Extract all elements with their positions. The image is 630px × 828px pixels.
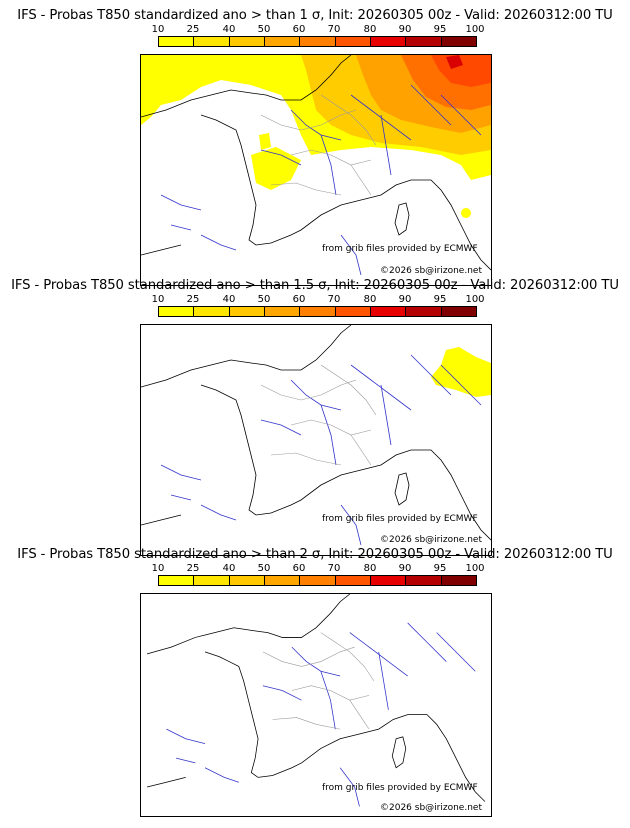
map-panel-1-5-sigma: IFS - Probas T850 standardized ano > tha… [0, 278, 630, 556]
panel-title: IFS - Probas T850 standardized ano > tha… [17, 8, 613, 23]
colorbar-swatch [194, 307, 230, 316]
probability-area-yellow-3 [259, 133, 271, 150]
admin-borders [260, 94, 377, 196]
colorbar-tick-labels: 10 25 40 50 60 70 80 90 95 100 [150, 24, 490, 36]
tick-label: 100 [465, 294, 485, 305]
colorbar-swatch [300, 307, 336, 316]
tick-label: 80 [363, 563, 377, 574]
colorbar-swatch [441, 37, 476, 46]
tick-label: 100 [465, 24, 485, 35]
tick-label: 80 [363, 24, 377, 35]
data-credit: from grib files provided by ECMWF [322, 783, 478, 793]
tick-label: 25 [186, 294, 200, 305]
tick-label: 60 [292, 294, 306, 305]
tick-label: 10 [151, 294, 165, 305]
admin-borders [260, 364, 377, 466]
panel-title: IFS - Probas T850 standardized ano > tha… [17, 547, 613, 562]
france-probability-map [140, 593, 492, 817]
tick-label: 50 [257, 24, 271, 35]
colorbar-tick-labels: 10 25 40 50 60 70 80 90 95 100 [150, 294, 490, 306]
colorbar-swatch [300, 37, 336, 46]
panel-title: IFS - Probas T850 standardized ano > tha… [11, 278, 619, 293]
probability-colorbar [158, 36, 477, 47]
coastline [141, 325, 491, 541]
tick-label: 60 [292, 563, 306, 574]
colorbar-swatch [159, 37, 195, 46]
france-probability-map [140, 54, 492, 286]
tick-label: 95 [433, 24, 447, 35]
colorbar-swatch [229, 576, 265, 585]
corsica-outline [394, 202, 410, 236]
tick-label: 10 [151, 24, 165, 35]
corsica-outline [394, 472, 410, 506]
river-network [160, 354, 482, 546]
colorbar-swatch [159, 576, 195, 585]
colorbar-swatch [194, 37, 230, 46]
probability-area-yellow-4 [461, 208, 471, 218]
probability-area-yellow-2 [251, 147, 301, 190]
colorbar-swatch [406, 307, 442, 316]
colorbar-swatch [335, 307, 371, 316]
tick-label: 40 [222, 294, 236, 305]
colorbar-swatch [406, 576, 442, 585]
colorbar-swatch [264, 37, 301, 46]
corsica-outline [391, 736, 407, 769]
tick-label: 40 [222, 24, 236, 35]
colorbar-swatch [370, 576, 407, 585]
colorbar-swatch [194, 576, 230, 585]
tick-label: 25 [186, 24, 200, 35]
colorbar-swatch [300, 576, 336, 585]
colorbar-swatch [335, 37, 371, 46]
data-credit: from grib files provided by ECMWF [322, 244, 478, 254]
tick-label: 80 [363, 294, 377, 305]
copyright-notice: ©2026 sb@irizone.net [380, 535, 482, 545]
colorbar-swatch [264, 307, 301, 316]
tick-label: 95 [433, 563, 447, 574]
colorbar-swatch [159, 307, 195, 316]
probability-colorbar [158, 575, 477, 586]
tick-label: 100 [465, 563, 485, 574]
coastline [141, 55, 491, 271]
coastline [146, 594, 486, 802]
colorbar-swatch [229, 307, 265, 316]
colorbar-swatch [335, 576, 371, 585]
admin-borders [262, 632, 375, 730]
colorbar-swatch [264, 576, 301, 585]
tick-label: 70 [327, 563, 341, 574]
tick-label: 90 [398, 563, 412, 574]
tick-label: 70 [327, 24, 341, 35]
colorbar-tick-labels: 10 25 40 50 60 70 80 90 95 100 [150, 563, 490, 575]
colorbar-swatch [441, 576, 476, 585]
france-probability-map [140, 324, 492, 556]
river-network [160, 84, 482, 276]
probability-colorbar [158, 306, 477, 317]
copyright-notice: ©2026 sb@irizone.net [380, 803, 482, 813]
probability-area-dark-red [446, 55, 463, 69]
tick-label: 50 [257, 294, 271, 305]
tick-label: 10 [151, 563, 165, 574]
colorbar-swatch [370, 37, 407, 46]
probability-area-yellow [431, 347, 491, 397]
map-panel-1-sigma: IFS - Probas T850 standardized ano > tha… [0, 8, 630, 286]
data-credit: from grib files provided by ECMWF [322, 514, 478, 524]
tick-label: 70 [327, 294, 341, 305]
tick-label: 90 [398, 24, 412, 35]
colorbar-swatch [229, 37, 265, 46]
colorbar-swatch [441, 307, 476, 316]
tick-label: 25 [186, 563, 200, 574]
colorbar-swatch [406, 37, 442, 46]
probability-area-red [431, 55, 491, 87]
river-network [166, 622, 476, 807]
tick-label: 95 [433, 294, 447, 305]
tick-label: 40 [222, 563, 236, 574]
tick-label: 60 [292, 24, 306, 35]
copyright-notice: ©2026 sb@irizone.net [380, 266, 482, 276]
tick-label: 90 [398, 294, 412, 305]
colorbar-swatch [370, 307, 407, 316]
map-panel-2-sigma: IFS - Probas T850 standardized ano > tha… [0, 547, 630, 823]
tick-label: 50 [257, 563, 271, 574]
